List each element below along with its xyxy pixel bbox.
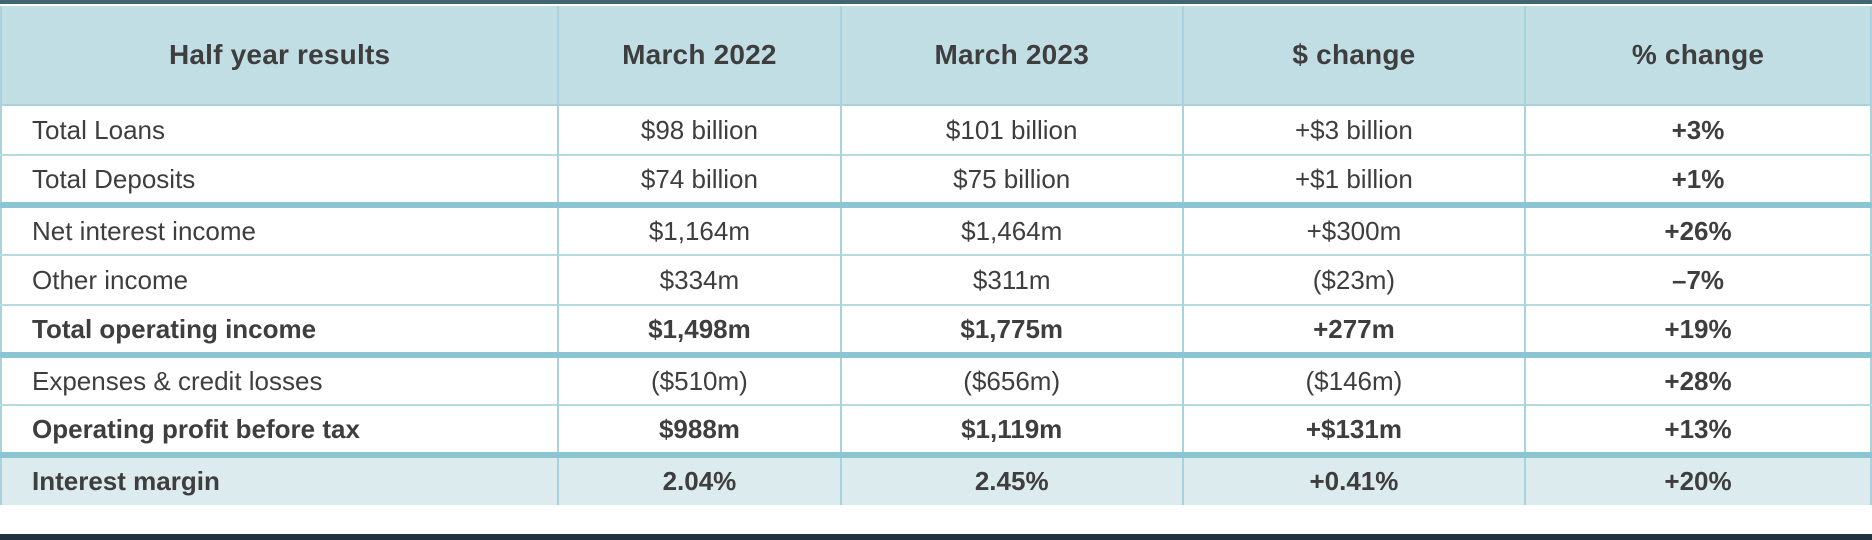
dollar-change-value-cell: ($146m) <box>1181 352 1526 405</box>
table-row: Interest margin 2.04% 2.45% +0.41% +20% <box>1 452 1871 505</box>
dollar-change-value-cell: +$1 billion <box>1181 154 1526 205</box>
march-2023-value-cell: $75 billion <box>839 154 1183 205</box>
march-2023-value-cell: $1,119m <box>839 404 1183 455</box>
march-2023-value-cell: $1,775m <box>839 304 1183 355</box>
march-2023-value-cell: $101 billion <box>839 105 1183 155</box>
dollar-change-value-cell: +$131m <box>1181 404 1526 455</box>
pct-change-value-cell: +1% <box>1524 154 1871 205</box>
table-row: Operating profit before tax $988m $1,119… <box>1 404 1871 455</box>
pct-change-value-cell: +20% <box>1524 452 1871 505</box>
march-2022-value-cell: 2.04% <box>557 452 841 505</box>
column-header-march-2022: March 2022 <box>557 6 841 106</box>
column-header-pct-change: % change <box>1524 6 1871 106</box>
table-body: Total Loans $98 billion $101 billion +$3… <box>1 105 1871 505</box>
march-2022-value-cell: $74 billion <box>557 154 841 205</box>
dollar-change-value-cell: ($23m) <box>1181 254 1526 305</box>
pct-change-value-cell: +13% <box>1524 404 1871 455</box>
march-2022-value-cell: ($510m) <box>557 352 841 405</box>
march-2023-value-cell: ($656m) <box>839 352 1183 405</box>
table-row: Total Loans $98 billion $101 billion +$3… <box>1 105 1871 155</box>
row-label-cell: Net interest income <box>1 202 559 255</box>
march-2023-value-cell: $1,464m <box>839 202 1183 255</box>
table-row: Total Deposits $74 billion $75 billion +… <box>1 154 1871 205</box>
dollar-change-value-cell: +$300m <box>1181 202 1526 255</box>
table-row: Net interest income $1,164m $1,464m +$30… <box>1 202 1871 255</box>
march-2023-value-cell: $311m <box>839 254 1183 305</box>
pct-change-value-cell: –7% <box>1524 254 1871 305</box>
dollar-change-value-cell: +277m <box>1181 304 1526 355</box>
row-label-cell: Total Loans <box>1 105 559 155</box>
column-header-march-2023: March 2023 <box>839 6 1183 106</box>
dollar-change-value-cell: +0.41% <box>1181 452 1526 505</box>
march-2022-value-cell: $334m <box>557 254 841 305</box>
pct-change-value-cell: +19% <box>1524 304 1871 355</box>
header-row: Half year results March 2022 March 2023 … <box>1 6 1871 106</box>
dollar-change-value-cell: +$3 billion <box>1181 105 1526 155</box>
march-2022-value-cell: $98 billion <box>557 105 841 155</box>
table-row: Other income $334m $311m ($23m) –7% <box>1 254 1871 305</box>
column-header-half-year-results: Half year results <box>1 6 559 106</box>
row-label-cell: Total Deposits <box>1 154 559 205</box>
march-2022-value-cell: $988m <box>557 404 841 455</box>
table-row: Total operating income $1,498m $1,775m +… <box>1 304 1871 355</box>
march-2022-value-cell: $1,164m <box>557 202 841 255</box>
pct-change-value-cell: +28% <box>1524 352 1871 405</box>
row-label-cell: Operating profit before tax <box>1 404 559 455</box>
row-label-cell: Interest margin <box>1 452 559 505</box>
table-header: Half year results March 2022 March 2023 … <box>1 6 1871 106</box>
half-year-results-table: Half year results March 2022 March 2023 … <box>0 6 1872 505</box>
march-2023-value-cell: 2.45% <box>839 452 1183 505</box>
column-header-dollar-change: $ change <box>1181 6 1526 106</box>
pct-change-value-cell: +3% <box>1524 105 1871 155</box>
row-label-cell: Other income <box>1 254 559 305</box>
table-row: Expenses & credit losses ($510m) ($656m)… <box>1 352 1871 405</box>
march-2022-value-cell: $1,498m <box>557 304 841 355</box>
row-label-cell: Expenses & credit losses <box>1 352 559 405</box>
row-label-cell: Total operating income <box>1 304 559 355</box>
pct-change-value-cell: +26% <box>1524 202 1871 255</box>
